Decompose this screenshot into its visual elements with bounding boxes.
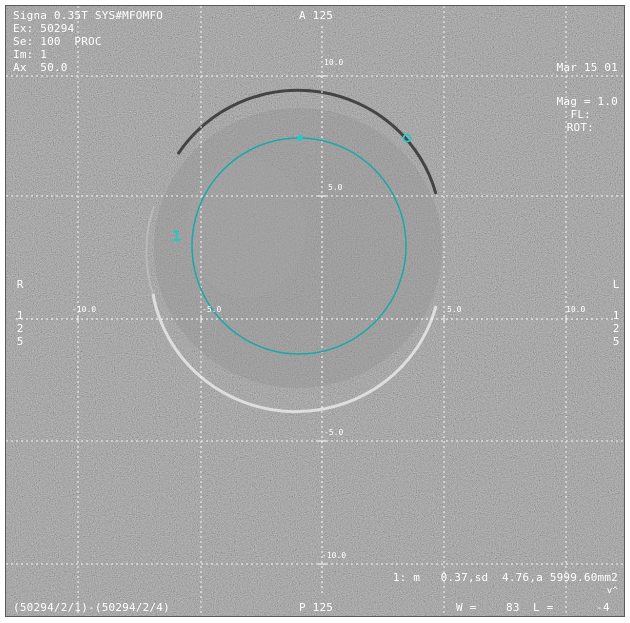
- anterior-label: A 125: [299, 9, 334, 22]
- orientation-right: R: [16, 278, 24, 291]
- left-digit-2: 2: [612, 322, 620, 335]
- roi-handle: [297, 135, 303, 141]
- axial-position: Ax 50.0: [13, 61, 68, 74]
- magnification: Mag = 1.0: [556, 95, 618, 108]
- left-digit-3: 5: [612, 335, 620, 348]
- level-label: L =: [533, 601, 554, 614]
- mr-image-viewport[interactable]: Signa 0.35T SYS#MFOMFO Ex: 50294 Se: 100…: [5, 5, 625, 617]
- roi-label[interactable]: 1: [172, 227, 182, 245]
- level-value[interactable]: -4: [596, 601, 610, 614]
- scale-label-h-neg5: -5.0: [202, 305, 222, 314]
- scale-label-h-10: 10.0: [566, 305, 586, 314]
- orientation-left: L: [612, 278, 620, 291]
- left-digit-1: 1: [612, 309, 620, 322]
- scale-label-h-neg10: -10.0: [72, 305, 97, 314]
- image-number: Im: 1: [13, 48, 48, 61]
- scale-label-h-5: 5.0: [447, 305, 462, 314]
- scale-label-v-10: 10.0: [324, 58, 344, 67]
- exam-number: Ex: 50294: [13, 22, 75, 35]
- series-info: Se: 100 PROC: [13, 35, 102, 48]
- scale-label-v-5: 5.0: [328, 183, 343, 192]
- window-label: W =: [456, 601, 477, 614]
- roi-statistics: 1: m 0.37,sd 4.76,a 5999.60mm2: [392, 571, 618, 584]
- scale-ticks: [77, 75, 567, 565]
- roi-marker-o: [402, 133, 412, 143]
- right-digit-1: 1: [16, 309, 24, 322]
- right-digit-2: 2: [16, 322, 24, 335]
- series-source: (50294/2/1)-(50294/2/4): [13, 601, 170, 614]
- roi-overlay: [191, 133, 412, 355]
- scanner-info: Signa 0.35T SYS#MFOMFO: [13, 9, 164, 22]
- grid: [6, 6, 624, 616]
- center-scale: [16, 26, 616, 596]
- right-digit-3: 5: [16, 335, 24, 348]
- scale-label-v-neg5: -5.0: [324, 428, 344, 437]
- rot-label: ROT:: [566, 121, 594, 134]
- fl-label: FL:: [570, 108, 591, 121]
- window-value[interactable]: 83: [506, 601, 520, 614]
- cursor-marker: v^: [606, 586, 618, 596]
- scale-label-v-neg10: -10.0: [322, 551, 347, 560]
- posterior-label: P 125: [299, 601, 334, 614]
- phantom-disk: [145, 88, 442, 414]
- scan-date: Mar 15 01: [556, 61, 618, 74]
- mr-image: [6, 6, 624, 616]
